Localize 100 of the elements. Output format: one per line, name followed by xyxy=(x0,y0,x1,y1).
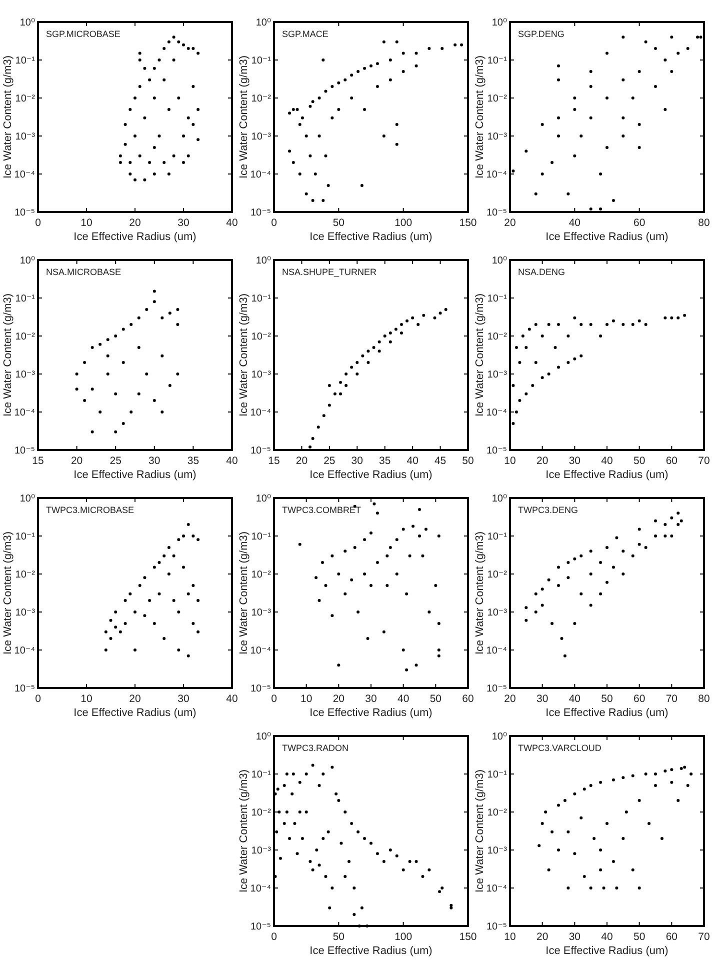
x-tick-label: 10 xyxy=(300,693,312,705)
x-tick-label: 50 xyxy=(633,931,646,943)
point xyxy=(322,58,325,62)
point xyxy=(580,134,583,138)
x-tick-label: 70 xyxy=(698,455,710,467)
point xyxy=(514,346,518,349)
point xyxy=(378,340,381,344)
point xyxy=(557,78,560,82)
point xyxy=(622,323,625,326)
text: TWPC3.RADON xyxy=(282,743,349,753)
point xyxy=(328,404,331,407)
point xyxy=(437,534,440,538)
point xyxy=(686,784,690,787)
point xyxy=(540,604,544,607)
point xyxy=(167,108,170,111)
point xyxy=(318,96,321,100)
point xyxy=(589,604,592,607)
point xyxy=(573,852,576,856)
point xyxy=(300,116,304,120)
point xyxy=(402,528,405,531)
y-tick-label: 10⁻³ xyxy=(251,132,272,142)
point xyxy=(589,116,592,120)
point xyxy=(566,576,570,580)
point xyxy=(631,868,634,872)
point xyxy=(531,384,534,387)
point xyxy=(148,161,152,164)
point xyxy=(311,100,314,104)
point xyxy=(308,104,312,108)
point xyxy=(298,123,302,126)
point xyxy=(296,108,299,111)
point xyxy=(138,584,142,587)
point xyxy=(599,780,602,784)
point xyxy=(512,384,515,387)
point xyxy=(622,116,625,120)
point xyxy=(172,599,176,602)
point xyxy=(326,184,330,187)
point xyxy=(402,52,405,55)
point xyxy=(376,561,379,564)
text: SGP.MICROBASE xyxy=(46,29,120,39)
point xyxy=(330,116,334,120)
point xyxy=(622,36,625,39)
point xyxy=(350,74,354,77)
point xyxy=(356,361,359,364)
point xyxy=(606,52,608,55)
point xyxy=(363,572,366,576)
point xyxy=(683,314,686,317)
point xyxy=(318,599,321,602)
point xyxy=(437,622,440,625)
point xyxy=(330,85,334,88)
point xyxy=(172,58,176,62)
point xyxy=(370,531,372,534)
point xyxy=(130,410,133,414)
y-tick-label: 10⁰ xyxy=(20,18,35,28)
point xyxy=(378,350,381,353)
x-tick-label: 0 xyxy=(271,931,278,943)
x-tick-label: 10 xyxy=(504,931,516,943)
x-tick-label: 50 xyxy=(332,931,345,943)
point xyxy=(124,142,127,146)
point xyxy=(344,550,347,553)
point xyxy=(114,610,118,614)
y-tick-label: 10⁰ xyxy=(492,494,507,504)
point xyxy=(109,618,112,622)
point xyxy=(356,70,360,73)
point xyxy=(566,361,570,364)
point xyxy=(186,592,190,596)
y-tick-label: 10⁻³ xyxy=(487,132,508,142)
point xyxy=(137,316,140,320)
point xyxy=(524,150,528,153)
point xyxy=(308,445,312,448)
point xyxy=(186,654,190,658)
point xyxy=(573,622,576,625)
point xyxy=(690,772,693,776)
point xyxy=(566,886,570,890)
x-tick-label: 20 xyxy=(129,217,141,229)
point xyxy=(182,534,185,538)
point xyxy=(400,323,403,326)
point xyxy=(589,70,592,73)
point xyxy=(138,52,142,55)
point xyxy=(540,588,544,591)
point xyxy=(177,40,180,44)
point xyxy=(683,766,686,769)
point xyxy=(395,40,398,44)
point xyxy=(615,886,618,890)
point xyxy=(162,637,166,640)
y-tick-label: 10⁻² xyxy=(15,570,36,580)
point xyxy=(421,554,424,558)
point xyxy=(321,561,324,564)
point xyxy=(337,664,340,667)
point xyxy=(311,199,314,202)
y-tick-label: 10⁻⁴ xyxy=(250,884,271,894)
point xyxy=(350,366,354,369)
point xyxy=(622,550,625,553)
point xyxy=(152,172,156,176)
point xyxy=(580,554,583,558)
point xyxy=(606,546,608,549)
point xyxy=(333,392,336,396)
point xyxy=(414,52,418,55)
point xyxy=(566,830,570,834)
y-tick-label: 10⁻¹ xyxy=(251,294,272,304)
point xyxy=(680,766,683,770)
